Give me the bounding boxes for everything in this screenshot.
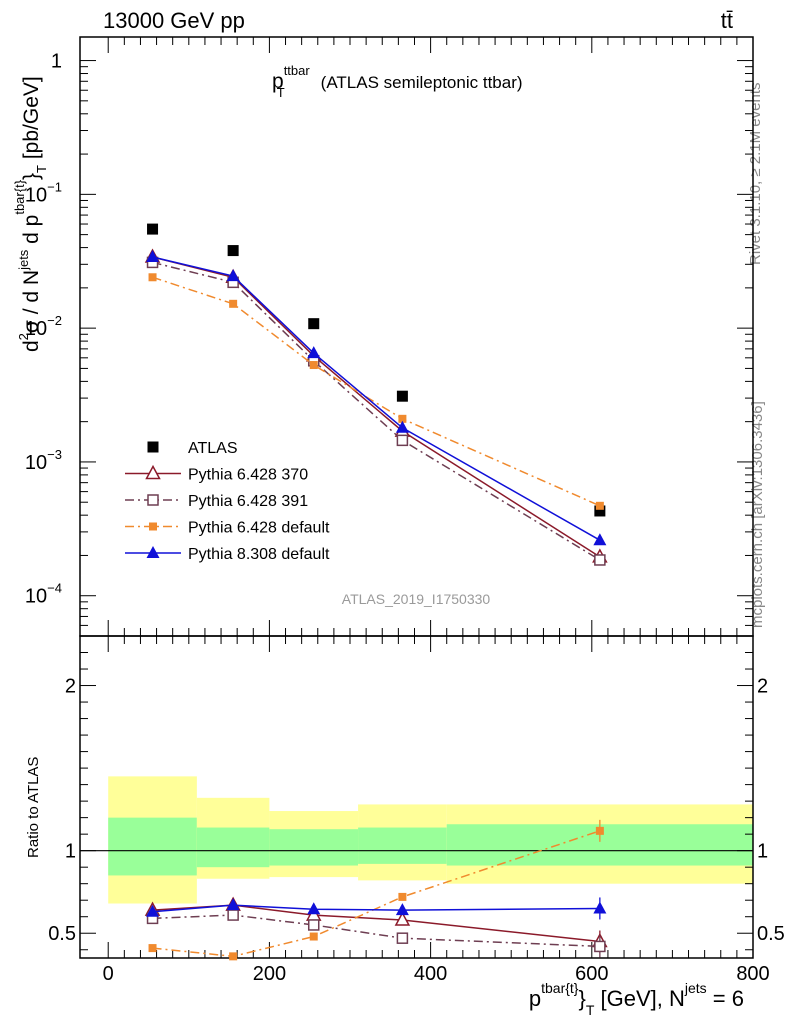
main-point-pythia-6-428-391-3 xyxy=(396,434,409,447)
main-point-pythia-6-428-default-2 xyxy=(309,361,318,370)
x-tick-label-0: 0 xyxy=(103,963,114,985)
ratio-y-axis-label: Ratio to ATLAS xyxy=(25,757,42,858)
ratio-point-pythia-6-428-391-1 xyxy=(227,909,239,921)
main-point-atlas-3 xyxy=(396,390,408,402)
main-point-pythia-8-308-default-4 xyxy=(593,533,607,546)
ratio-y-tick-label-left-2: 2 xyxy=(65,676,76,698)
legend-label-pythia-6-428-370: Pythia 6.428 370 xyxy=(188,467,308,484)
main-series-line-pythia-6-428-default xyxy=(152,276,601,507)
main-y-tick-label-2: 10−2 xyxy=(25,313,62,340)
ratio-point-pythia-8-308-default-3 xyxy=(395,903,409,916)
ratio-point-pythia-6-428-default-3 xyxy=(398,892,407,901)
ratio-band-inner-2 xyxy=(269,829,359,866)
ratio-point-pythia-8-308-default-2 xyxy=(307,902,321,915)
ratio-series-line-pythia-6-428-391 xyxy=(152,914,600,948)
main-point-atlas-2 xyxy=(308,318,320,330)
main-point-atlas-0 xyxy=(147,223,159,235)
ratio-plot-frame xyxy=(79,635,754,959)
legend-marker-pythia-6-428-default xyxy=(149,522,157,531)
title-p: p xyxy=(272,70,284,93)
title-sub: T xyxy=(277,85,285,100)
ratio-band-inner-0 xyxy=(108,817,197,876)
ratio-series-line-pythia-6-428-default xyxy=(152,830,601,958)
legend-label-atlas: ATLAS xyxy=(188,440,238,457)
main-y-tick-label-3: 10−3 xyxy=(25,447,62,474)
ratio-point-pythia-6-428-391-2 xyxy=(307,919,320,931)
ratio-point-pythia-6-428-default-2 xyxy=(309,932,318,941)
main-point-pythia-8-308-default-1 xyxy=(226,269,240,282)
ratio-band-inner-3 xyxy=(358,827,447,864)
main-y-tick-label-0: 1 xyxy=(51,51,62,73)
legend-marker-pythia-6-428-391 xyxy=(147,494,159,506)
ratio-point-pythia-6-428-391-4 xyxy=(594,940,606,953)
main-point-pythia-8-308-default-0 xyxy=(146,250,160,263)
ratio-y-tick-label-right-1: 1 xyxy=(757,841,768,863)
ratio-point-pythia-8-308-default-1 xyxy=(226,898,240,911)
ratio-y-tick-label-left-1: 1 xyxy=(65,841,76,863)
main-point-pythia-6-428-default-1 xyxy=(229,299,238,308)
main-y-tick-label-4: 10−4 xyxy=(25,581,62,608)
analysis-watermark: ATLAS_2019_I1750330 xyxy=(342,591,491,607)
main-point-pythia-8-308-default-2 xyxy=(307,346,321,359)
legend-label-pythia-8-308-default: Pythia 8.308 default xyxy=(188,546,330,563)
ratio-point-pythia-8-308-default-4 xyxy=(593,901,607,914)
legend-label-pythia-6-428-default: Pythia 6.428 default xyxy=(188,520,330,537)
title-sup: ttbar xyxy=(284,63,311,78)
ratio-plot-area: 0 200 400 600 800 0.5 0.5 1 1 2 2 xyxy=(48,635,785,985)
x-axis-label: ptbar{t}}T [GeV], Njets = 6 xyxy=(529,980,744,1018)
ratio-point-pythia-6-428-391-3 xyxy=(396,932,409,944)
x-tick-label-4: 800 xyxy=(736,963,769,985)
main-point-atlas-1 xyxy=(227,245,239,257)
ratio-point-pythia-6-428-default-0 xyxy=(148,944,157,953)
ratio-y-tick-label-right-0: 0.5 xyxy=(757,923,785,945)
main-point-pythia-6-428-391-4 xyxy=(594,554,606,566)
ratio-band-inner-1 xyxy=(196,827,270,868)
rivet-version-label: Rivet 3.1.10, ≥ 2.1M events xyxy=(747,83,764,266)
x-tick-label-1: 200 xyxy=(253,963,286,985)
main-point-pythia-6-428-default-4 xyxy=(595,501,604,510)
x-tick-label-3: 600 xyxy=(575,963,608,985)
x-tick-label-2: 400 xyxy=(414,963,447,985)
main-point-atlas-4 xyxy=(594,505,606,517)
title-rest: (ATLAS semileptonic ttbar) xyxy=(321,73,523,92)
main-point-pythia-6-428-default-3 xyxy=(398,414,407,423)
main-plot-title: pttbar T (ATLAS semileptonic ttbar) xyxy=(272,63,523,100)
ratio-point-pythia-8-308-default-0 xyxy=(146,904,160,917)
legend-marker-atlas xyxy=(147,441,159,453)
ratio-point-pythia-6-428-370-3 xyxy=(394,911,411,926)
main-point-pythia-6-428-default-0 xyxy=(148,273,157,282)
ratio-y-tick-label-right-2: 2 xyxy=(757,676,768,698)
mcplots-label: mcplots.cern.ch [arXiv:1306.3436] xyxy=(749,401,766,628)
main-y-axis-label: d2σ / d Njets d ptbar{t}}T [pb/GeV] xyxy=(12,76,49,352)
ratio-y-tick-label-left-0: 0.5 xyxy=(48,923,76,945)
header-process-label: tt̄ xyxy=(721,8,733,33)
legend-marker-pythia-6-428-370 xyxy=(145,464,161,480)
legend: ATLAS Pythia 6.428 370 Pythia 6.428 391 Pyt… xyxy=(125,440,330,563)
main-y-tick-label-1: 10−1 xyxy=(25,179,62,206)
header-energy-label: 13000 GeV pp xyxy=(103,8,245,33)
legend-label-pythia-6-428-391: Pythia 6.428 391 xyxy=(188,493,308,510)
ratio-point-pythia-6-428-default-1 xyxy=(229,952,238,961)
main-point-pythia-8-308-default-3 xyxy=(395,420,409,433)
ratio-point-pythia-6-428-default-4 xyxy=(595,826,604,835)
legend-marker-pythia-8-308-default xyxy=(146,546,160,558)
